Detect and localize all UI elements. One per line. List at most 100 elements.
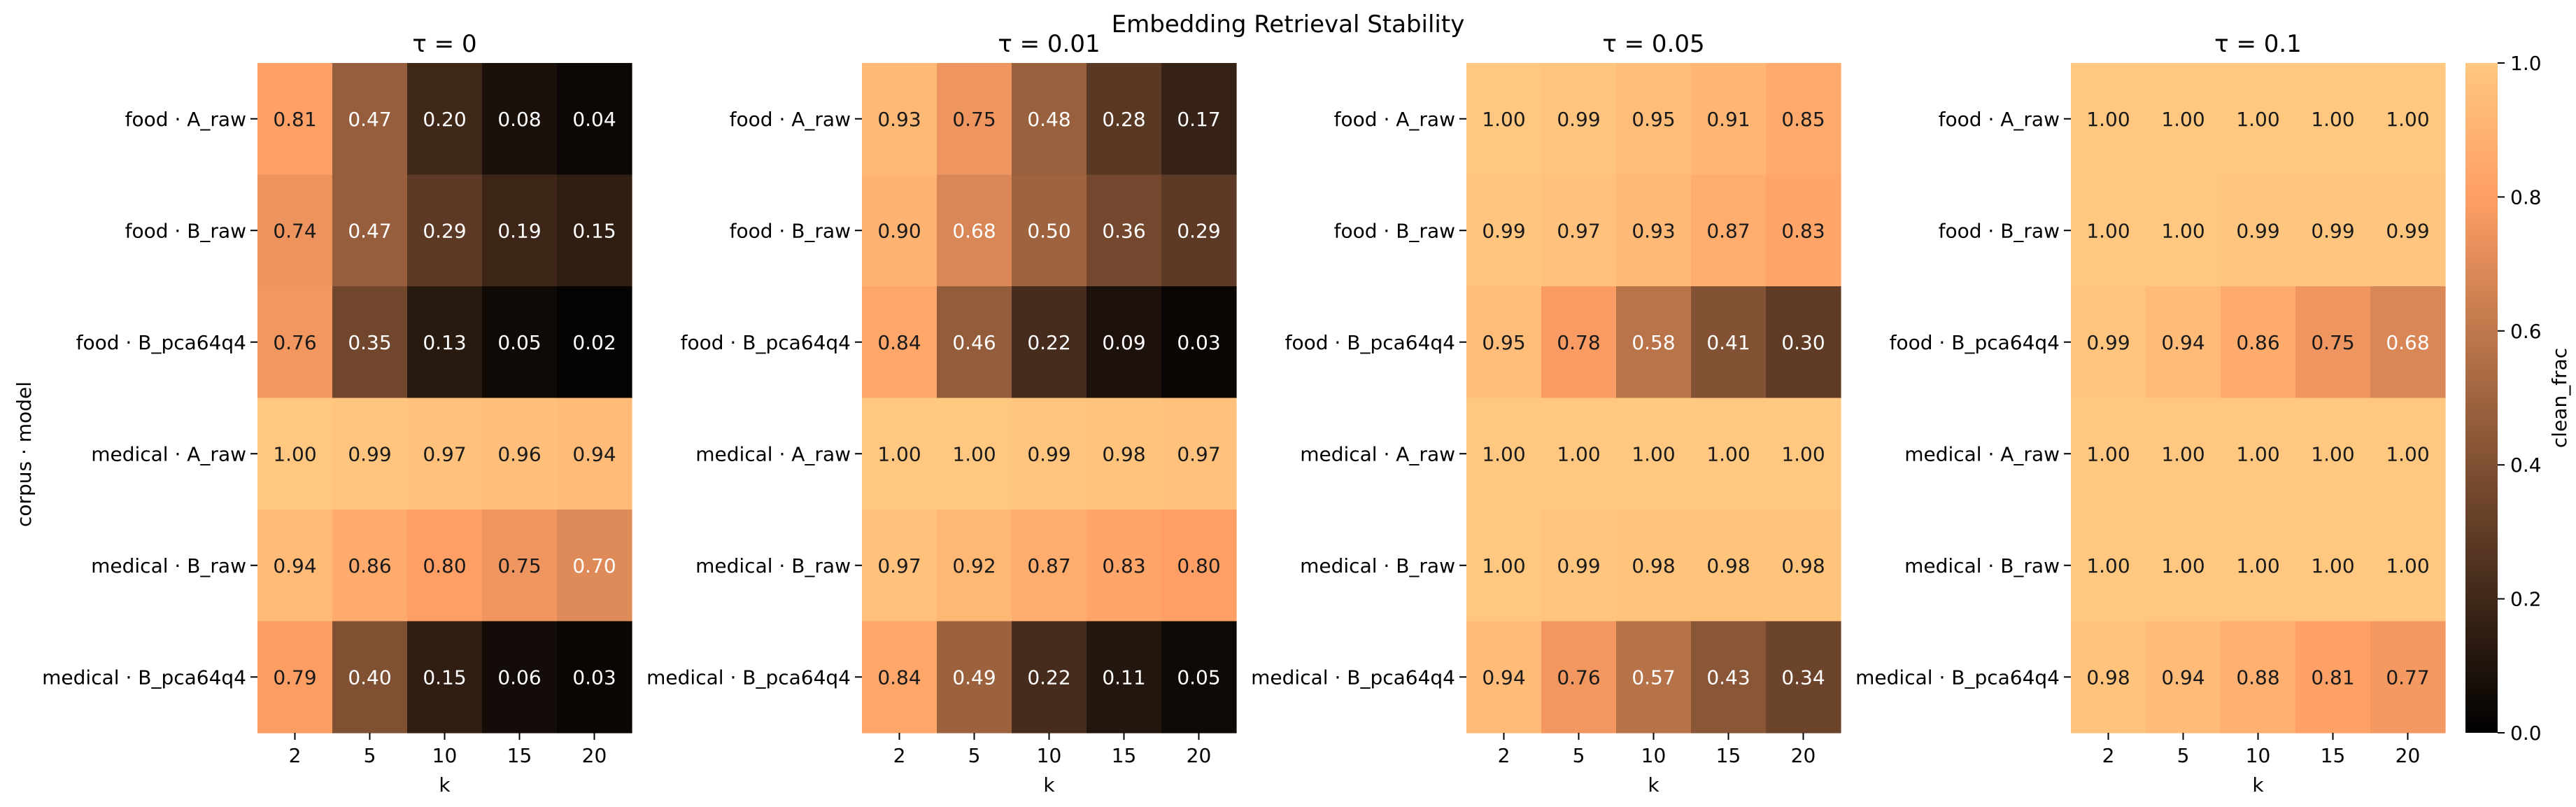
heatmap-cell (1541, 621, 1617, 734)
heatmap-cell (557, 621, 632, 734)
heatmap-cell (862, 174, 937, 287)
cell-value-label: 1.00 (1781, 442, 1825, 465)
x-tick-label: 10 (432, 744, 458, 767)
heatmap-cell (1766, 621, 1841, 734)
cell-value-label: 0.96 (497, 442, 541, 465)
x-tick-label: 20 (582, 744, 607, 767)
cell-value-label: 0.99 (348, 442, 391, 465)
colorbar-tick-label: 0.0 (2510, 722, 2542, 745)
cell-value-label: 0.47 (348, 219, 391, 242)
heatmap-cell (557, 286, 632, 399)
cell-value-label: 0.93 (877, 108, 921, 131)
heatmap-cell (1087, 174, 1162, 287)
y-tick-label: food · B_pca64q4 (1285, 331, 1455, 354)
x-tick-label: 5 (2177, 744, 2190, 767)
heatmap-cell (407, 286, 483, 399)
heatmap-cell (1012, 174, 1087, 287)
cell-value-label: 0.19 (497, 219, 541, 242)
x-tick-label: 2 (289, 744, 302, 767)
cell-value-label: 0.80 (423, 554, 466, 577)
panel-title: τ = 0 (412, 30, 476, 58)
cell-value-label: 1.00 (2236, 442, 2279, 465)
cell-value-label: 0.29 (423, 219, 466, 242)
heatmap-cell (1616, 398, 1692, 510)
cell-value-label: 0.78 (1557, 331, 1600, 354)
x-tick-label: 20 (1187, 744, 1212, 767)
heatmap-cell (1466, 398, 1542, 510)
y-tick-label: food · B_raw (730, 219, 851, 242)
y-tick-label: food · B_pca64q4 (76, 331, 246, 354)
heatmap-cell (482, 510, 558, 622)
colorbar-tick-label: 0.2 (2510, 588, 2542, 611)
cell-value-label: 0.75 (952, 108, 996, 131)
x-tick-label: 2 (2102, 744, 2115, 767)
heatmap-cell (1541, 398, 1617, 510)
heatmap-cell (332, 63, 408, 176)
heatmap-cell (332, 621, 408, 734)
heatmap-cell (1087, 63, 1162, 176)
cell-value-label: 1.00 (2161, 554, 2205, 577)
cell-value-label: 1.00 (2236, 108, 2279, 131)
heatmap-cell (257, 510, 333, 622)
heatmap-cell (2146, 398, 2221, 510)
heatmap-cell (2295, 63, 2371, 176)
cell-value-label: 0.58 (1632, 331, 1675, 354)
cell-value-label: 0.35 (348, 331, 391, 354)
cell-value-label: 0.81 (273, 108, 316, 131)
heatmap-cell (1012, 398, 1087, 510)
panel-title: τ = 0.01 (998, 30, 1100, 58)
heatmap-cell (1161, 510, 1237, 622)
heatmap-cell (937, 621, 1012, 734)
cell-value-label: 1.00 (1482, 108, 1525, 131)
x-tick-label: 5 (364, 744, 376, 767)
heatmap-cell (1691, 63, 1767, 176)
heatmap-cell (1161, 398, 1237, 510)
x-tick-label: 15 (2321, 744, 2346, 767)
colorbar-tick-label: 0.8 (2510, 185, 2542, 209)
cell-value-label: 1.00 (2086, 108, 2130, 131)
y-tick-label: medical · B_raw (1904, 554, 2060, 577)
cell-value-label: 1.00 (2311, 108, 2354, 131)
cell-value-label: 0.49 (952, 666, 996, 689)
cell-value-label: 0.94 (1482, 666, 1525, 689)
cell-value-label: 0.15 (572, 219, 616, 242)
heatmap-cell (2221, 63, 2296, 176)
heatmap-cell (2221, 286, 2296, 399)
cell-value-label: 0.97 (877, 554, 921, 577)
heatmap-cell (2295, 174, 2371, 287)
y-tick-label: medical · B_pca64q4 (646, 666, 851, 689)
heatmap-cell (1691, 174, 1767, 287)
heatmap-cell (2295, 286, 2371, 399)
y-tick-label: food · B_raw (1939, 219, 2060, 242)
heatmap-cell (1161, 63, 1237, 176)
cell-value-label: 0.98 (1102, 442, 1145, 465)
cell-value-label: 0.70 (572, 554, 616, 577)
heatmap-cell (1691, 398, 1767, 510)
cell-value-label: 1.00 (2386, 554, 2429, 577)
cell-value-label: 0.81 (2311, 666, 2354, 689)
cell-value-label: 0.04 (572, 108, 616, 131)
cell-value-label: 0.20 (423, 108, 466, 131)
panel-title: τ = 0.05 (1602, 30, 1704, 58)
heatmap-cell (1616, 63, 1692, 176)
heatmap-cell (332, 286, 408, 399)
cell-value-label: 0.09 (1102, 331, 1145, 354)
heatmap-cell (1466, 510, 1542, 622)
heatmap-cell (1541, 174, 1617, 287)
cell-value-label: 0.93 (1632, 219, 1675, 242)
heatmap-cell (937, 63, 1012, 176)
cell-value-label: 0.86 (2236, 331, 2279, 354)
cell-value-label: 1.00 (2161, 442, 2205, 465)
y-tick-label: food · B_raw (125, 219, 246, 242)
x-axis-label: k (1043, 773, 1055, 797)
cell-value-label: 0.68 (2386, 331, 2429, 354)
cell-value-label: 0.40 (348, 666, 391, 689)
cell-value-label: 1.00 (2311, 442, 2354, 465)
heatmap-cell (2295, 621, 2371, 734)
cell-value-label: 0.87 (1706, 219, 1750, 242)
heatmap-cell (257, 621, 333, 734)
heatmap-cell (2221, 398, 2296, 510)
x-axis-label: k (439, 773, 451, 797)
cell-value-label: 1.00 (2161, 108, 2205, 131)
